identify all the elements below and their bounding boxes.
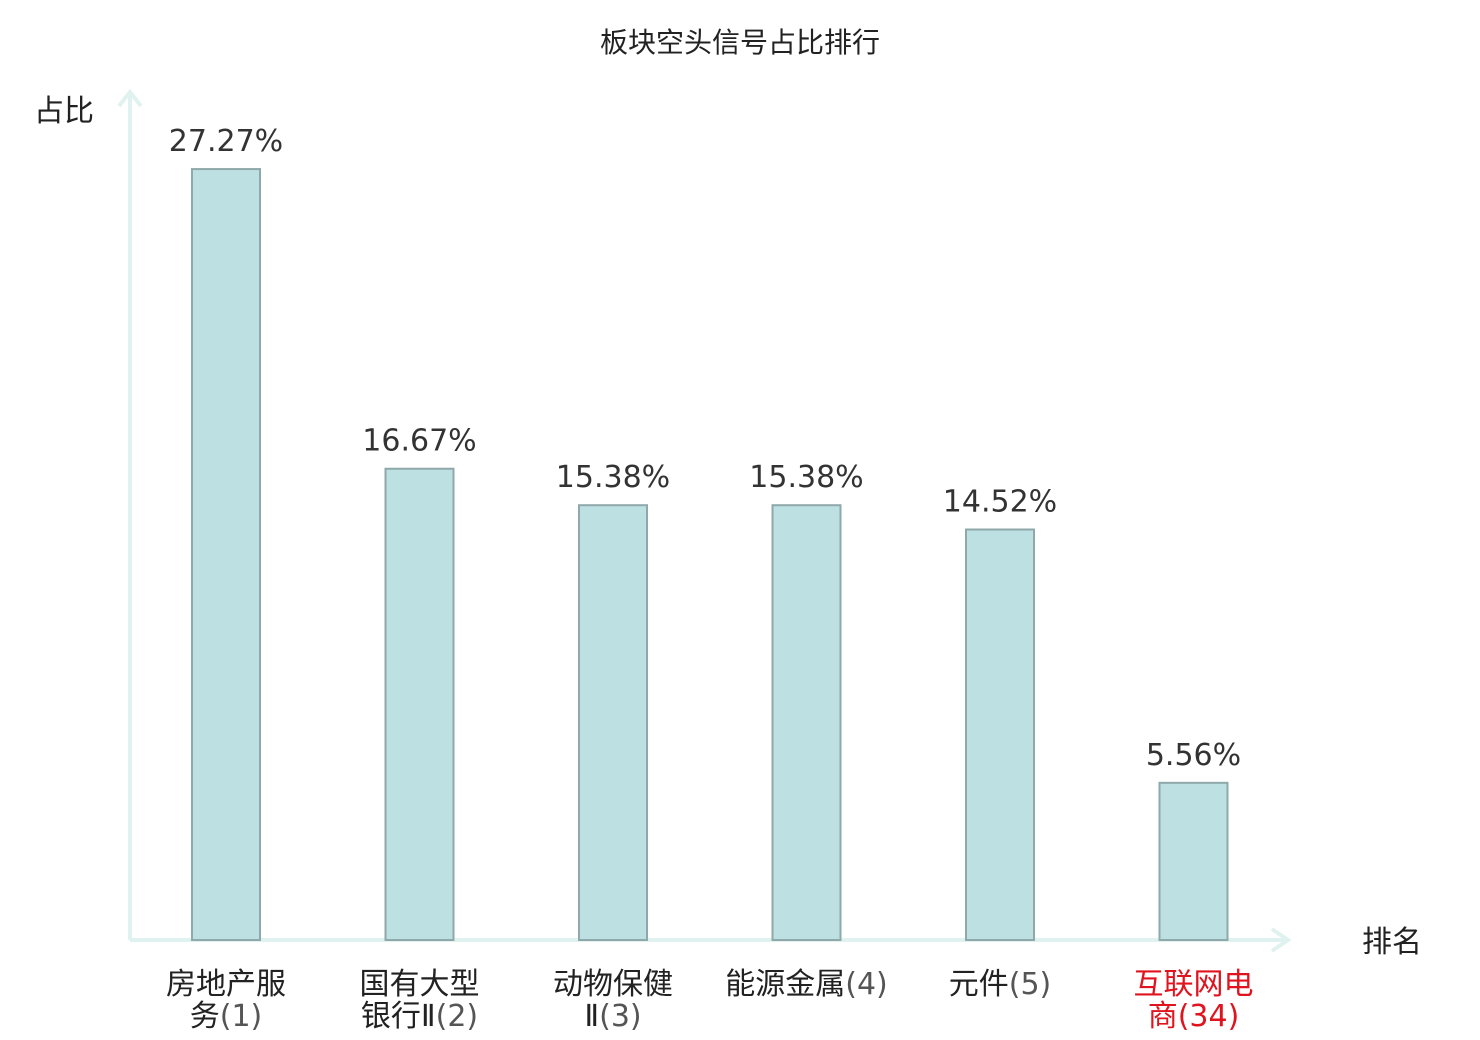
value-label-5: 14.52%: [943, 485, 1057, 520]
category-label-3: 动物保健 Ⅱ(3): [553, 967, 673, 1034]
category-label-4: 能源金属(4): [725, 967, 888, 1002]
x-axis: [130, 927, 1292, 953]
y-axis: [117, 88, 143, 940]
bar-6: [1158, 781, 1229, 941]
value-label-1: 27.27%: [169, 124, 283, 159]
category-rank: (1): [220, 999, 263, 1034]
category-text: 国有大型: [360, 967, 480, 1002]
value-label-6: 5.56%: [1146, 738, 1241, 773]
category-rank: (5): [1009, 967, 1052, 1002]
value-label-3: 15.38%: [556, 460, 670, 495]
value-labels-group: 27.27% 16.67% 15.38% 15.38% 14.52% 5.56%: [169, 124, 1241, 773]
category-labels-group: 房地产服务(1) 国有大型银行Ⅱ(2) 动物保健 Ⅱ(3) 能源金属(4) 元件(5) 互联…: [166, 967, 1254, 1034]
category-text: 银行Ⅱ: [361, 999, 436, 1034]
category-label-5: 元件(5): [949, 967, 1052, 1002]
category-text: 商: [1148, 999, 1178, 1034]
category-label-6: 互联网电商(34): [1134, 967, 1254, 1034]
category-label-1: 房地产服务(1): [166, 967, 286, 1034]
category-text: 能源金属: [725, 967, 845, 1002]
category-label-2: 国有大型银行Ⅱ(2): [360, 967, 480, 1034]
category-text: 元件: [949, 967, 1009, 1002]
value-label-2: 16.67%: [362, 424, 476, 459]
bar-3: [578, 504, 648, 941]
value-label-4: 15.38%: [749, 460, 863, 495]
category-text: 房地产服: [166, 967, 286, 1002]
x-axis-label: 排名: [1362, 925, 1422, 960]
category-rank: (2): [436, 999, 479, 1034]
category-text: 动物保健: [553, 967, 673, 1002]
category-text: Ⅱ: [584, 999, 599, 1034]
bar-2: [384, 467, 455, 941]
bar-4: [771, 504, 842, 941]
category-rank: (3): [599, 999, 642, 1034]
category-text: 互联网电: [1134, 967, 1254, 1002]
category-text: 务: [190, 999, 220, 1034]
y-axis-label: 占比: [34, 94, 94, 129]
chart-title: 板块空头信号占比排行: [600, 26, 880, 59]
category-rank: (34): [1178, 999, 1240, 1034]
bar-5: [965, 528, 1035, 941]
category-rank: (4): [845, 967, 888, 1002]
bar-1: [191, 168, 261, 942]
bars-group: [191, 168, 1229, 942]
